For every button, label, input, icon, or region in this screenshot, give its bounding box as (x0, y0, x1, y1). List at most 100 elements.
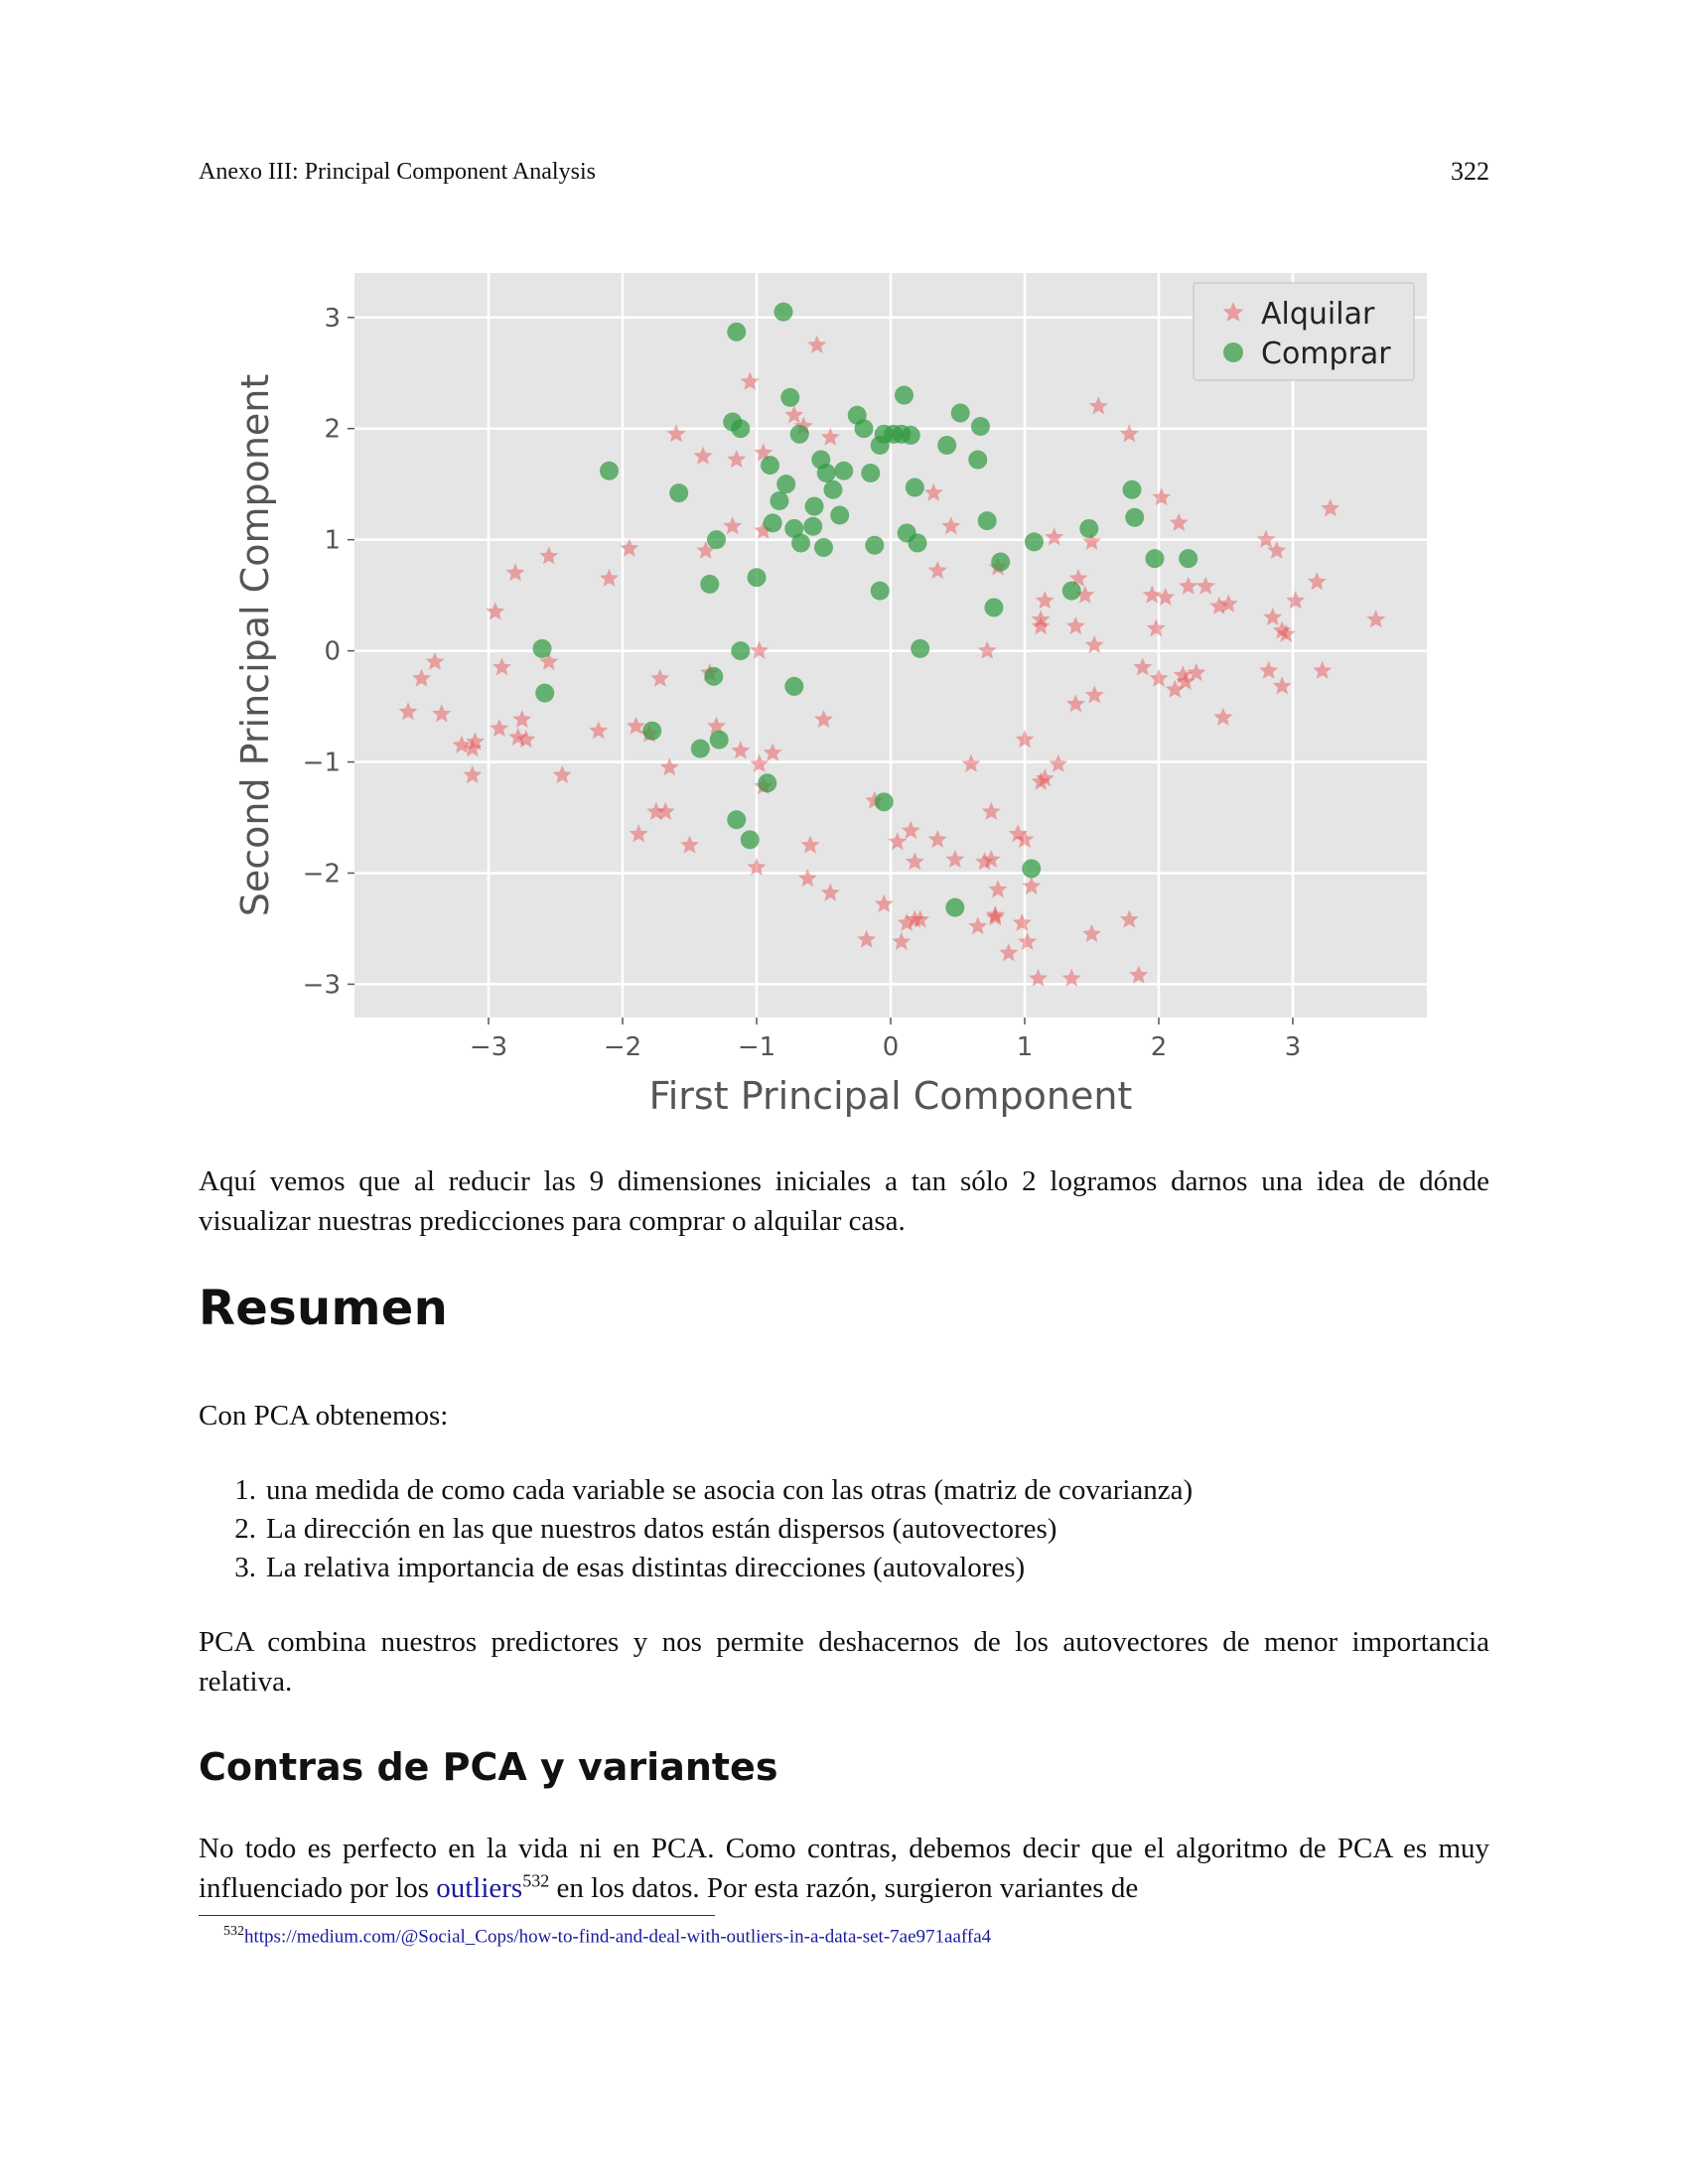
alquilar-point (452, 735, 472, 753)
comprar-point (700, 574, 720, 594)
comprar-point (761, 456, 779, 476)
pca-combina-block: PCA combina nuestros predictores y nos p… (199, 1622, 1489, 1702)
list-item: 3. La relativa importancia de esas distin… (199, 1549, 1489, 1587)
comprar-point (763, 513, 782, 533)
list-item: 2. La dirección en las que nuestros datos… (199, 1510, 1489, 1549)
contras-section: Contras de PCA y variantes (199, 1745, 1489, 1789)
alquilar-point (707, 716, 726, 735)
comprar-point (731, 641, 751, 661)
alquilar-point (793, 416, 813, 435)
comprar-point (803, 516, 823, 536)
comprar-point (727, 810, 747, 830)
alquilar-point (1213, 707, 1233, 726)
alquilar-point (1142, 585, 1162, 604)
alquilar-point (1218, 594, 1238, 613)
alquilar-point (1018, 931, 1038, 950)
comprar-point (1061, 581, 1081, 601)
alquilar-point (1008, 824, 1028, 843)
alquilar-point (750, 640, 770, 659)
alquilar-point (432, 704, 452, 723)
alquilar-point (754, 520, 774, 539)
list-item-text: una medida de como cada variable se asoc… (266, 1474, 1194, 1506)
alquilar-point (1152, 487, 1172, 506)
contras-text-before: No todo es perfecto en la vida ni en PCA… (199, 1833, 1489, 1904)
alquilar-point (1088, 396, 1108, 415)
comprar-point (532, 638, 552, 658)
alquilar-point (1065, 616, 1085, 635)
alquilar-point (1129, 965, 1149, 984)
x-tick-label: −1 (738, 1032, 775, 1062)
comprar-point (600, 461, 619, 480)
alquilar-point (589, 721, 609, 740)
alquilar-point (1179, 576, 1198, 595)
resumen-list-block: 1. una medida de como cada variable se as… (199, 1471, 1489, 1587)
footnote-url-link[interactable]: https://medium.com/@Social_Cops/how-to-f… (244, 1926, 992, 1948)
comprar-point (776, 475, 796, 494)
resumen-list: 1. una medida de como cada variable se as… (199, 1471, 1489, 1587)
alquilar-point (923, 482, 943, 501)
alquilar-point (945, 850, 965, 869)
alquilar-point (539, 651, 559, 670)
grid-lines (354, 273, 1427, 1018)
alquilar-point (747, 857, 767, 876)
comprar-point (758, 773, 777, 793)
comprar-point (854, 419, 874, 439)
intro-paragraph-block: Aquí vemos que al reducir las 9 dimensio… (199, 1161, 1489, 1241)
comprar-point (865, 535, 885, 555)
alquilar-point (693, 446, 713, 465)
alquilar-point (1084, 685, 1104, 704)
contras-paragraph-block: No todo es perfecto en la vida ni en PCA… (199, 1829, 1489, 1908)
comprar-point (740, 830, 760, 850)
comprar-point (834, 461, 854, 480)
alquilar-point (1015, 829, 1035, 848)
comprar-point (861, 463, 881, 482)
alquilar-point (754, 443, 774, 462)
alquilar-point (486, 602, 505, 620)
alquilar-point (874, 893, 894, 912)
axis-ticks: −3 −2 −1 0 1 2 3 −3 −2 −1 0 1 2 3 (303, 304, 1302, 1062)
pca-combina-paragraph: PCA combina nuestros predictores y nos p… (199, 1626, 1489, 1698)
alquilar-point (1012, 912, 1032, 931)
comprar-point (870, 581, 890, 601)
alquilar-point (1149, 668, 1169, 687)
alquilar-point (820, 883, 840, 901)
comprar-point (1122, 479, 1142, 499)
pca-scatter-figure: −3 −2 −1 0 1 2 3 −3 −2 −1 0 1 2 3 First Principal Com… (228, 253, 1460, 1132)
alquilar-point (552, 765, 572, 784)
alquilar-point (981, 850, 1001, 869)
alquilar-point (655, 801, 675, 820)
comprar-point (774, 302, 793, 322)
alquilar-point (784, 405, 804, 424)
comprar-point (823, 479, 843, 499)
comprar-point (984, 598, 1004, 617)
comprar-point (908, 533, 927, 553)
alquilar-point (1169, 512, 1189, 531)
running-header-section: Anexo III: Principal Component Analysis (199, 159, 596, 185)
alquilar-point (1035, 768, 1055, 787)
comprar-point (642, 721, 662, 741)
alquilar-point (490, 719, 509, 737)
comprar-point (535, 683, 555, 703)
comprar-point (814, 537, 833, 557)
alquilar-point (1146, 618, 1166, 637)
alquilar-point (1196, 576, 1215, 595)
alquilar-point (981, 801, 1001, 820)
alquilar-point (961, 753, 981, 772)
x-tick-label: −3 (470, 1032, 507, 1062)
x-tick-label: 1 (1017, 1032, 1034, 1062)
comprar-point (905, 478, 924, 497)
footnote-number: 532 (223, 1924, 244, 1939)
comprar-point (1145, 549, 1165, 569)
comprar-point (731, 419, 751, 439)
alquilar-point (1031, 616, 1051, 635)
alquilar-point (727, 450, 747, 469)
alquilar-point (820, 427, 840, 446)
comprar-point (1179, 549, 1198, 569)
y-tick-label: −1 (303, 749, 341, 778)
alquilar-point (659, 757, 679, 776)
alquilar-point (1075, 585, 1095, 604)
alquilar-point (814, 710, 833, 729)
outliers-link[interactable]: outliers (436, 1872, 523, 1904)
footnote-ref[interactable]: 532 (522, 1870, 550, 1891)
comprar-point (804, 496, 824, 516)
